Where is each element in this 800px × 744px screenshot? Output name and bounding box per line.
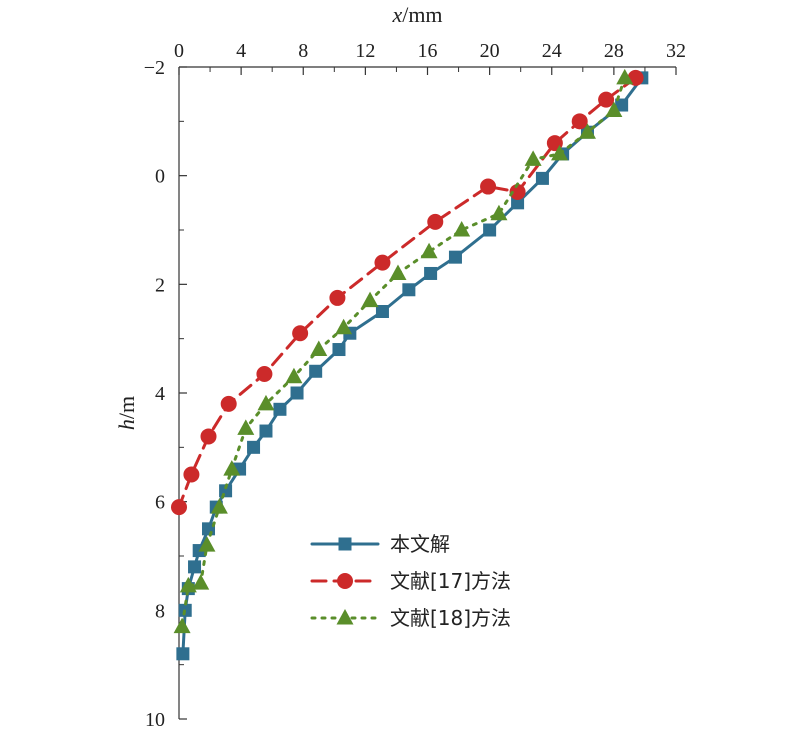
data-point [511, 196, 525, 210]
data-point [375, 305, 389, 318]
data-point [448, 250, 462, 264]
data-point [220, 395, 237, 412]
data-point [335, 318, 353, 335]
y-axis-title-unit: /m [114, 396, 139, 419]
data-point [285, 367, 303, 384]
series-line [177, 76, 638, 509]
y-axis-title: h/m [114, 396, 139, 430]
data-point [598, 91, 615, 108]
data-point [332, 343, 346, 357]
x-tick-label: 4 [236, 40, 246, 62]
data-point [173, 617, 191, 634]
data-point [292, 325, 309, 342]
x-tick-label: 24 [542, 40, 562, 62]
data-point [247, 440, 261, 454]
data-point [616, 68, 634, 85]
data-point [237, 419, 255, 435]
data-point [490, 204, 508, 221]
data-point [256, 365, 273, 382]
data-point [223, 460, 241, 476]
x-tick-label: 32 [666, 40, 686, 62]
y-tick-label: 2 [155, 274, 165, 296]
data-point [329, 289, 346, 306]
y-axis-title-var: h [114, 419, 139, 430]
data-point [605, 101, 623, 117]
x-axis-title: x/mm [391, 2, 442, 27]
data-point [309, 364, 323, 378]
data-point [524, 150, 542, 166]
data-point [273, 402, 287, 416]
data-point [420, 242, 438, 259]
data-point [374, 254, 391, 271]
x-tick-label: 8 [298, 40, 308, 62]
data-point [179, 576, 197, 593]
x-axis-title-unit: /mm [402, 2, 442, 27]
legend-entry: 本文解 [310, 532, 450, 556]
x-tick-label: 16 [418, 40, 438, 62]
legend-marker [337, 573, 353, 589]
x-tick-label: 0 [174, 40, 184, 62]
series-triangle [173, 68, 634, 634]
y-tick-label: 6 [155, 492, 165, 514]
data-point [188, 560, 202, 574]
legend-marker [338, 537, 352, 551]
series-layer [171, 68, 649, 661]
y-tick-label: 0 [155, 166, 165, 188]
x-tick-label: 28 [604, 40, 624, 62]
data-point [571, 113, 588, 130]
legend-label: 本文解 [390, 532, 450, 556]
y-tick-label: −2 [144, 57, 165, 79]
data-point [176, 647, 190, 661]
legend-label: 文献[17]方法 [390, 569, 511, 593]
data-point [578, 123, 596, 139]
data-point [290, 386, 304, 400]
data-point [424, 266, 438, 280]
data-point [483, 223, 497, 237]
x-axis-title-var: x [391, 2, 402, 27]
y-tick-label: 8 [155, 600, 165, 622]
series-circle [171, 69, 644, 516]
legend-label: 文献[18]方法 [390, 606, 511, 630]
data-point [257, 394, 275, 411]
data-point [210, 498, 228, 514]
data-point [200, 428, 217, 445]
y-tick-label: 10 [145, 709, 165, 731]
data-point [361, 291, 379, 308]
data-point [310, 340, 328, 357]
data-point [183, 466, 200, 483]
data-point [509, 183, 526, 200]
data-point [427, 213, 444, 230]
legend-marker [336, 609, 354, 625]
data-point [453, 221, 471, 237]
legend-entry: 文献[17]方法 [310, 569, 511, 593]
data-point [402, 283, 416, 297]
data-point [551, 144, 569, 161]
data-point [171, 499, 187, 516]
y-tick-label: 4 [155, 383, 165, 405]
data-point [198, 536, 216, 552]
x-tick-label: 12 [355, 40, 375, 62]
data-point [535, 171, 549, 185]
data-point [480, 178, 497, 195]
legend-entry: 文献[18]方法 [310, 606, 511, 630]
data-point [192, 574, 210, 590]
data-point [615, 98, 629, 112]
data-point [389, 264, 407, 280]
x-tick-label: 20 [480, 40, 500, 62]
data-point [259, 424, 273, 438]
series-line [181, 76, 644, 656]
